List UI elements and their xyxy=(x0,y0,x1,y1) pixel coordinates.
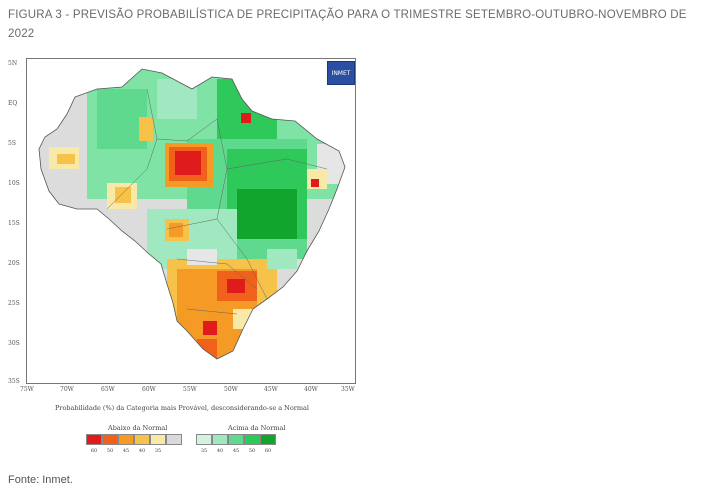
legend-below-labels: 60 50 45 40 35 xyxy=(86,448,182,454)
precipitation-forecast-figure: INMET 5N EQ 5S 10S 15S 20S 25S 30S 35S 7… xyxy=(4,52,360,462)
legend-above-title: Acima da Normal xyxy=(228,424,286,432)
legend-label: 45 xyxy=(232,448,240,454)
source-note: Fonte: Inmet. xyxy=(8,474,73,486)
legend-label: 35 xyxy=(200,448,208,454)
x-tick-label: 65W xyxy=(101,386,115,393)
legend-swatch xyxy=(244,434,260,445)
y-tick-label: 10S xyxy=(8,180,20,187)
y-tick-label: 5N xyxy=(8,60,18,67)
inmet-logo: INMET xyxy=(327,61,355,85)
legend-label: 35 xyxy=(154,448,162,454)
x-tick-label: 35W xyxy=(341,386,355,393)
y-tick-label: 30S xyxy=(8,340,20,347)
legend-swatch xyxy=(260,434,276,445)
legend-label: 50 xyxy=(106,448,114,454)
legend-label: 40 xyxy=(138,448,146,454)
brazil-map-svg xyxy=(38,68,346,360)
y-tick-label: EQ xyxy=(8,100,18,107)
y-tick-label: 15S xyxy=(8,220,20,227)
legend-label xyxy=(166,448,182,454)
map-subtitle: Probabilidade (%) da Categoria mais Prov… xyxy=(54,404,309,412)
x-tick-label: 70W xyxy=(60,386,74,393)
legend-below-swatches xyxy=(86,434,182,445)
legend-above-labels: 35 40 45 50 60 xyxy=(196,448,276,454)
legend-swatch xyxy=(86,434,102,445)
legend-swatch xyxy=(102,434,118,445)
legend-label: 45 xyxy=(122,448,130,454)
x-tick-label: 60W xyxy=(142,386,156,393)
legend-swatch xyxy=(196,434,212,445)
x-tick-label: 55W xyxy=(183,386,197,393)
y-tick-label: 5S xyxy=(8,140,16,147)
legend-swatch xyxy=(228,434,244,445)
x-tick-label: 40W xyxy=(304,386,318,393)
legend-swatch xyxy=(150,434,166,445)
legend-label: 50 xyxy=(248,448,256,454)
brazil-map: INMET xyxy=(26,58,356,384)
legend-label: 60 xyxy=(90,448,98,454)
y-tick-label: 20S xyxy=(8,260,20,267)
legend-label: 40 xyxy=(216,448,224,454)
legend-below-title: Abaixo da Normal xyxy=(108,424,168,432)
x-tick-label: 75W xyxy=(20,386,34,393)
y-tick-label: 25S xyxy=(8,300,20,307)
legend-swatch xyxy=(118,434,134,445)
x-tick-label: 50W xyxy=(224,386,238,393)
figure-caption: FIGURA 3 - PREVISÃO PROBABILÍSTICA DE PR… xyxy=(8,9,687,40)
x-tick-label: 45W xyxy=(264,386,278,393)
legend-swatch xyxy=(212,434,228,445)
legend-label: 60 xyxy=(264,448,272,454)
y-tick-label: 35S xyxy=(8,378,20,385)
legend-swatch xyxy=(166,434,182,445)
legend-swatch xyxy=(134,434,150,445)
legend-above-swatches xyxy=(196,434,276,445)
